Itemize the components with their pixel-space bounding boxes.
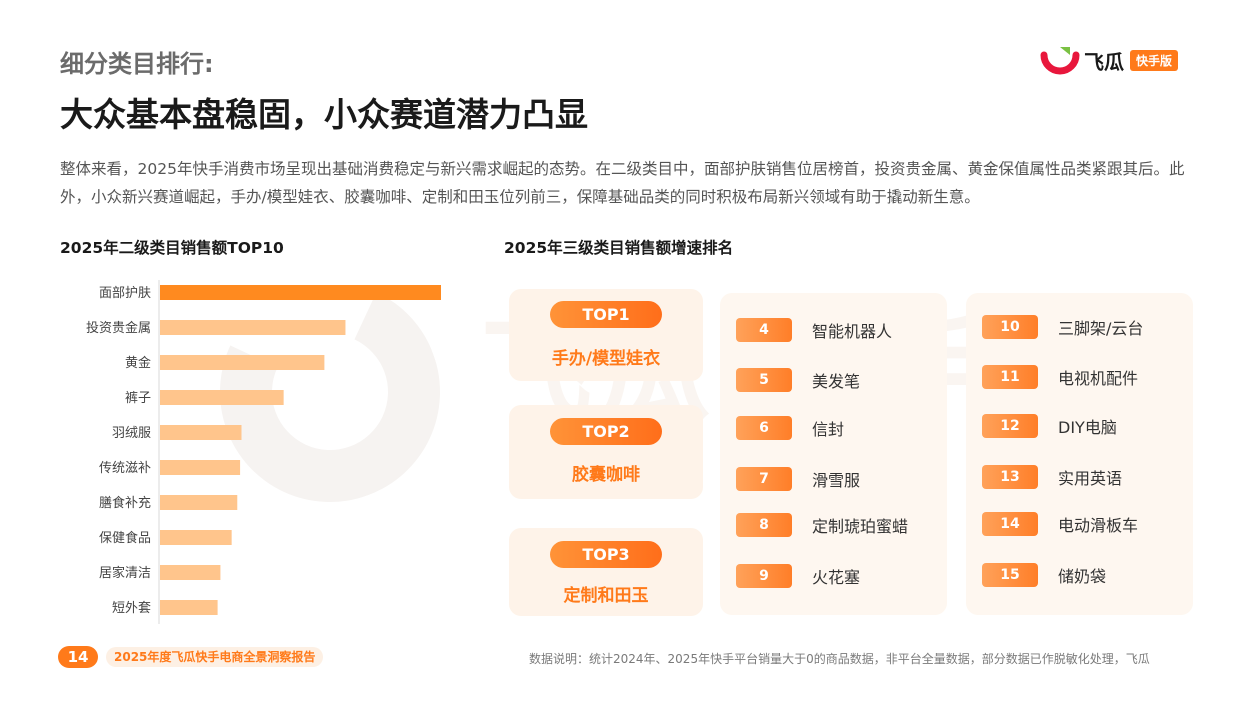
- top3-card: TOP3 定制和田玉: [509, 528, 703, 616]
- category-label-1: 投资贵金属: [86, 320, 151, 336]
- rank-badge: 4: [736, 318, 792, 342]
- category-label-7: 保健食品: [99, 530, 151, 546]
- rank-badge: 12: [982, 414, 1038, 438]
- rank-badge: 5: [736, 368, 792, 392]
- category-label-2: 黄金: [125, 355, 151, 371]
- ranking-panel-right: 10 三脚架/云台 11 电视机配件 12 DIY电脑 13 实用英语 14 电动滑板车 …: [966, 293, 1193, 615]
- category-label-8: 居家清洁: [99, 565, 151, 581]
- page-subtitle: 细分类目排行:: [60, 50, 214, 78]
- bar-chart-title: 2025年二级类目销售额TOP10: [60, 239, 284, 257]
- ranking-row: 5 美发笔: [736, 368, 860, 392]
- ranking-row: 10 三脚架/云台: [982, 315, 1143, 339]
- ranking-title: 2025年三级类目销售额增速排名: [504, 239, 734, 257]
- rank-label: 实用英语: [1058, 469, 1123, 488]
- bar-7: [160, 530, 232, 545]
- bar-0: [160, 285, 441, 300]
- rank-badge: 8: [736, 513, 792, 537]
- ranking-row: 9 火花塞: [736, 564, 860, 588]
- page-number: 14: [58, 646, 98, 668]
- rank-badge: 9: [736, 564, 792, 588]
- top2-card: TOP2 胶囊咖啡: [509, 405, 703, 499]
- category-label-6: 膳食补充: [99, 495, 151, 511]
- top1-name: 手办/模型娃衣: [551, 349, 661, 369]
- ranking-row: 15 储奶袋: [982, 563, 1106, 587]
- category-label-4: 羽绒服: [112, 426, 151, 441]
- rank-label: 电动滑板车: [1058, 516, 1139, 535]
- bar-5: [160, 460, 241, 475]
- ranking-row: 11 电视机配件: [982, 365, 1138, 389]
- rank-badge: 15: [982, 563, 1038, 587]
- rank-label: DIY电脑: [1058, 418, 1117, 437]
- rank-badge: 14: [982, 512, 1038, 536]
- logo-icon: [1040, 45, 1080, 75]
- logo-word: 飞瓜: [1084, 49, 1124, 74]
- ranking-row: 12 DIY电脑: [982, 414, 1117, 438]
- top3-pill: TOP3: [550, 541, 662, 568]
- rank-badge: 6: [736, 416, 792, 440]
- category-label-0: 面部护肤: [99, 286, 151, 301]
- ranking-row: 4 智能机器人: [736, 318, 892, 342]
- rank-label: 储奶袋: [1058, 567, 1107, 586]
- bar-2: [160, 355, 325, 370]
- page-description: 整体来看，2025年快手消费市场呈现出基础消费稳定与新兴需求崛起的态势。在二级类…: [60, 160, 1185, 206]
- top2-pill: TOP2: [550, 418, 662, 445]
- ranking-row: 13 实用英语: [982, 465, 1122, 489]
- top3-name: 定制和田玉: [563, 586, 649, 606]
- rank-label: 美发笔: [812, 372, 861, 391]
- category-label-3: 裤子: [125, 391, 151, 406]
- top1-card: TOP1 手办/模型娃衣: [509, 289, 703, 381]
- top2-name: 胶囊咖啡: [572, 465, 640, 485]
- ranking-row: 7 滑雪服: [736, 467, 860, 491]
- rank-badge: 10: [982, 315, 1038, 339]
- category-label-9: 短外套: [112, 600, 151, 616]
- bar-3: [160, 390, 284, 405]
- bar-1: [160, 320, 346, 335]
- logo-badge: 快手版: [1130, 49, 1179, 71]
- rank-label: 定制琥珀蜜蜡: [812, 517, 909, 536]
- rank-label: 火花塞: [812, 568, 861, 587]
- top1-pill: TOP1: [550, 301, 662, 328]
- page-title: 大众基本盘稳固，小众赛道潜力凸显: [60, 95, 588, 134]
- ranking-row: 6 信封: [736, 416, 844, 440]
- category-label-5: 传统滋补: [99, 461, 151, 476]
- rank-label: 三脚架/云台: [1058, 319, 1144, 338]
- brand-logo: 飞瓜 快手版: [1040, 45, 1179, 75]
- rank-badge: 7: [736, 467, 792, 491]
- rank-label: 滑雪服: [812, 471, 861, 490]
- ranking-row: 8 定制琥珀蜜蜡: [736, 513, 908, 537]
- rank-badge: 11: [982, 365, 1038, 389]
- bar-4: [160, 425, 242, 440]
- bar-6: [160, 495, 238, 510]
- rank-label: 电视机配件: [1058, 369, 1139, 388]
- ranking-row: 14 电动滑板车: [982, 512, 1138, 536]
- bar-8: [160, 565, 221, 580]
- rank-label: 智能机器人: [812, 322, 893, 341]
- bar-9: [160, 600, 218, 615]
- ranking-panel-left: 4 智能机器人 5 美发笔 6 信封 7 滑雪服 8 定制琥珀蜜蜡 9 火花塞: [720, 293, 947, 615]
- data-note: 数据说明：统计2024年、2025年快手平台销量大于0的商品数据，非平台全量数据…: [529, 652, 1150, 666]
- report-name: 2025年度飞瓜快手电商全景洞察报告: [106, 647, 324, 667]
- rank-label: 信封: [812, 420, 845, 439]
- rank-badge: 13: [982, 465, 1038, 489]
